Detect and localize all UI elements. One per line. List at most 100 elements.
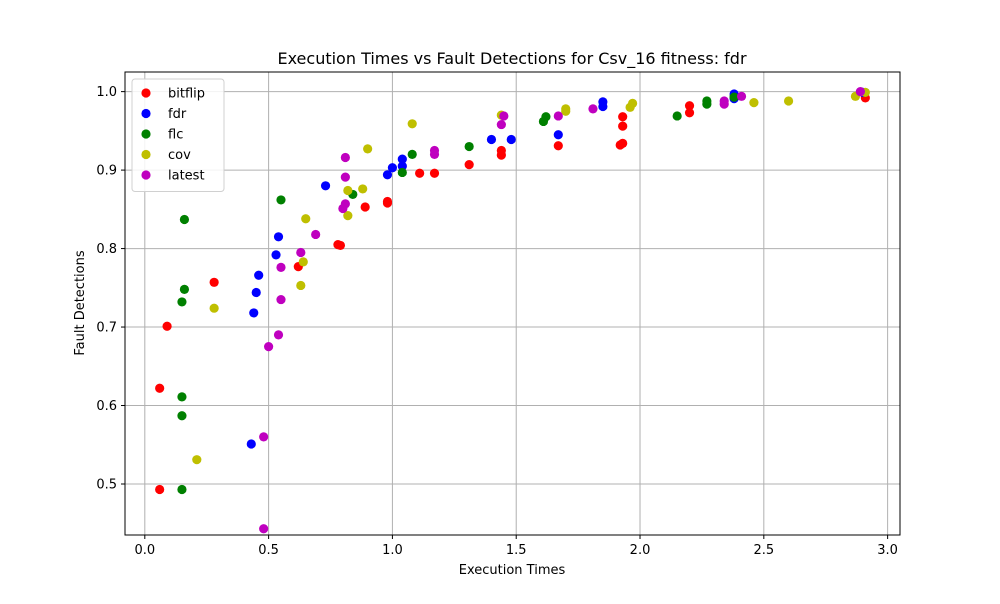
data-point-bitflip — [496, 150, 506, 160]
data-point-fdr — [273, 232, 284, 242]
series-flc — [177, 92, 739, 495]
data-point-latest — [264, 342, 274, 352]
data-point-bitflip — [553, 141, 563, 151]
legend-label-flc: flc — [168, 128, 183, 143]
data-point-latest — [259, 524, 269, 534]
data-point-flc — [672, 111, 682, 121]
data-point-bitflip — [335, 240, 346, 251]
data-point-fdr — [382, 170, 393, 180]
data-point-latest — [499, 111, 509, 121]
data-point-flc — [464, 141, 474, 152]
data-point-latest — [340, 152, 350, 163]
y-tick-label: 1.0 — [96, 85, 117, 100]
data-point-latest — [496, 119, 506, 130]
data-point-cov — [209, 303, 219, 313]
data-point-flc — [177, 297, 187, 307]
data-point-fdr — [320, 181, 331, 191]
data-point-bitflip — [415, 168, 425, 178]
data-point-latest — [588, 104, 598, 114]
data-point-cov — [407, 119, 417, 129]
data-point-latest — [340, 199, 350, 209]
legend-label-latest: latest — [168, 169, 205, 184]
y-tick-label: 0.6 — [96, 399, 117, 414]
data-point-cov — [749, 98, 759, 108]
data-point-fdr — [249, 308, 259, 318]
x-axis-label: Execution Times — [459, 563, 566, 578]
data-point-fdr — [271, 250, 281, 260]
series-latest — [259, 87, 865, 534]
data-point-cov — [561, 104, 571, 114]
data-point-fdr — [246, 439, 256, 449]
data-point-flc — [177, 411, 187, 421]
data-point-cov — [783, 96, 794, 106]
data-point-flc — [179, 284, 190, 294]
data-point-fdr — [387, 163, 398, 173]
legend: bitflip fdr flc cov latest — [131, 78, 225, 192]
data-point-flc — [276, 195, 286, 205]
axis-ticks: 0.0 0.5 1.0 1.5 2.0 2.5 3.0 0.5 0.6 0.7 0.8 0.9 1.0 — [96, 85, 898, 558]
data-point-bitflip — [155, 383, 165, 393]
x-tick-label: 2.5 — [753, 543, 774, 558]
data-point-latest — [429, 145, 440, 156]
x-tick-label: 3.0 — [877, 543, 898, 558]
x-tick-label: 0.0 — [134, 543, 155, 558]
data-point-cov — [301, 214, 311, 224]
y-tick-label: 0.9 — [96, 164, 117, 179]
data-point-cov — [363, 144, 373, 154]
legend-label-bitflip: bitflip — [168, 87, 205, 102]
y-tick-label: 0.5 — [96, 477, 117, 492]
data-point-fdr — [251, 287, 261, 298]
data-point-fdr — [397, 154, 407, 164]
legend-marker-bitflip — [141, 88, 151, 98]
data-point-flc — [179, 214, 190, 225]
data-point-cov — [192, 455, 202, 465]
data-point-cov — [627, 98, 638, 108]
x-tick-label: 2.0 — [630, 543, 651, 558]
x-tick-label: 0.5 — [258, 543, 279, 558]
data-point-flc — [541, 112, 551, 122]
chart-title: Execution Times vs Fault Detections for … — [277, 49, 746, 69]
data-point-flc — [397, 167, 407, 178]
data-point-bitflip — [155, 484, 165, 495]
y-axis-label: Fault Detections — [73, 250, 88, 355]
legend-marker-fdr — [141, 108, 151, 119]
data-point-cov — [296, 280, 306, 291]
legend-marker-cov — [141, 149, 151, 160]
data-point-bitflip — [684, 101, 695, 111]
data-point-latest — [736, 91, 747, 101]
y-tick-label: 0.7 — [96, 321, 117, 336]
data-point-flc — [407, 149, 417, 159]
data-point-bitflip — [618, 121, 628, 131]
legend-marker-latest — [141, 170, 151, 180]
data-point-cov — [343, 185, 353, 196]
y-tick-label: 0.8 — [96, 242, 117, 257]
data-point-latest — [855, 87, 865, 97]
data-point-fdr — [254, 270, 264, 280]
legend-label-cov: cov — [168, 148, 191, 163]
data-point-fdr — [598, 97, 608, 107]
data-point-latest — [259, 432, 269, 442]
data-point-latest — [276, 262, 286, 273]
data-point-bitflip — [382, 196, 393, 207]
data-point-cov — [298, 257, 308, 267]
data-point-flc — [177, 392, 187, 402]
legend-box — [131, 78, 225, 192]
data-point-flc — [729, 92, 739, 102]
plot-area-frame — [124, 71, 901, 536]
data-point-latest — [311, 229, 321, 240]
data-point-bitflip — [618, 138, 628, 149]
data-point-flc — [177, 484, 187, 495]
grid-lines — [125, 72, 900, 535]
x-tick-label: 1.5 — [506, 543, 527, 558]
data-point-bitflip — [618, 112, 628, 122]
data-points — [155, 87, 870, 534]
data-point-bitflip — [162, 321, 172, 331]
data-point-cov — [358, 184, 368, 194]
legend-label-fdr: fdr — [168, 107, 187, 122]
data-point-latest — [276, 294, 286, 305]
legend-marker-flc — [141, 129, 151, 139]
data-point-cov — [343, 211, 353, 221]
data-point-latest — [553, 111, 563, 121]
data-point-latest — [273, 330, 284, 340]
